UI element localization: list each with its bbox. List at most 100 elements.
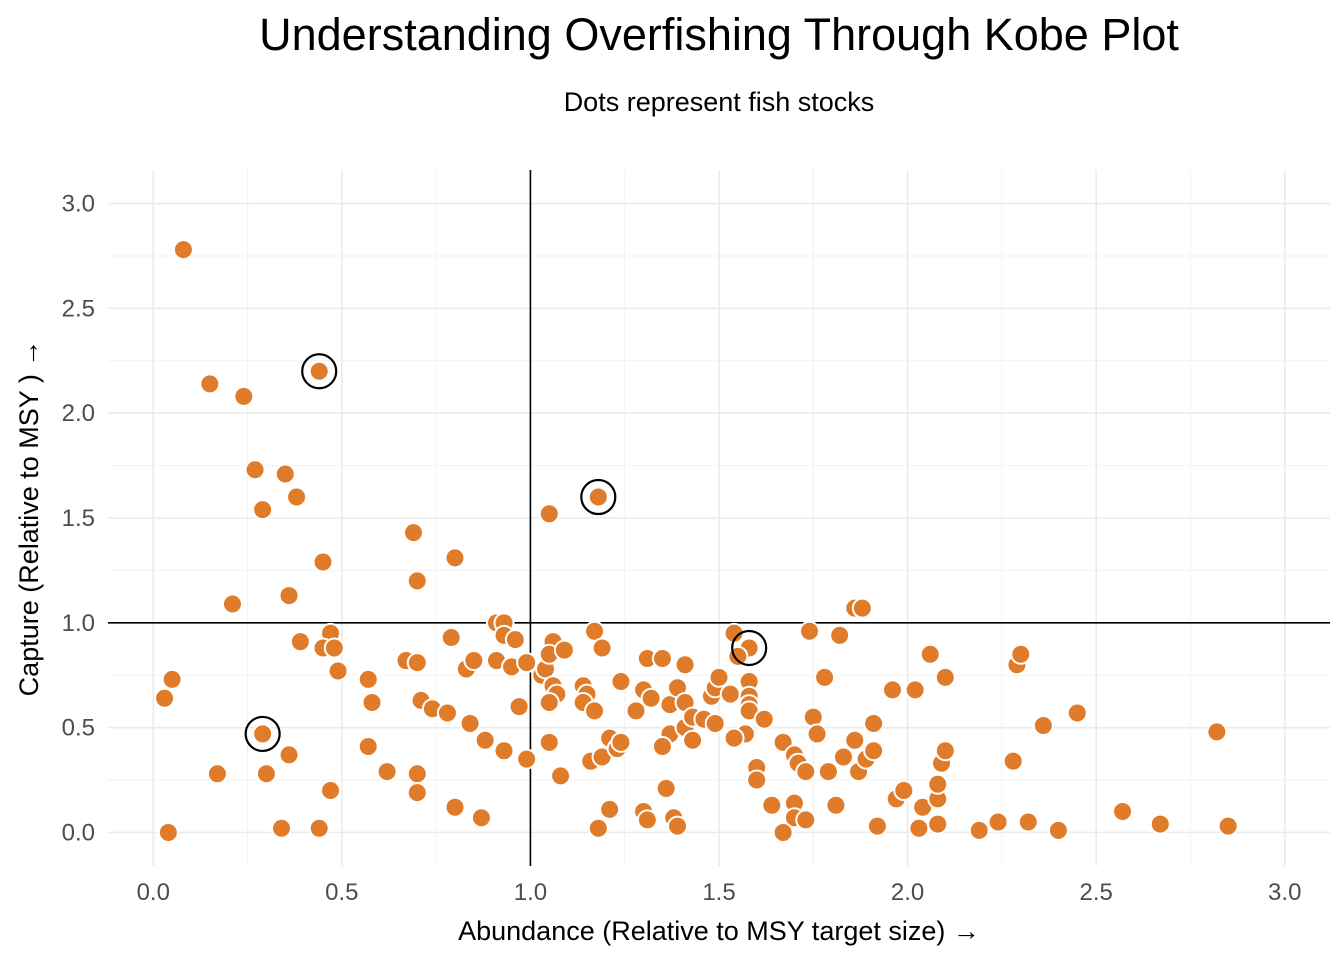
fish-stock-point [934, 666, 956, 688]
fish-stock-point [1002, 750, 1024, 772]
fish-stock-point [651, 736, 673, 758]
fish-stock-point [829, 624, 851, 646]
fish-stock-point [625, 700, 647, 722]
fish-stock-point [934, 740, 956, 762]
fish-stock-point [667, 815, 689, 837]
fish-stock-point [308, 817, 330, 839]
fish-stock-point [308, 360, 330, 382]
fish-stock-point [761, 794, 783, 816]
highlight-ring [244, 715, 281, 753]
x-axis-ticks: 0.0 0.5 1.0 1.5 2.0 2.5 3.0 [137, 879, 1302, 906]
fish-stock-point [538, 691, 560, 713]
x-tick-label: 0.0 [137, 879, 170, 906]
y-axis-label: Capture (Relative to MSY ) → [14, 340, 44, 697]
fish-stock-point [844, 729, 866, 751]
y-tick-label: 2.5 [62, 295, 95, 322]
fish-stock-point [968, 819, 990, 841]
fish-stock-point [814, 666, 836, 688]
y-axis-ticks: 0.0 0.5 1.0 1.5 2.0 2.5 3.0 [62, 191, 95, 847]
fish-stock-point [919, 643, 941, 665]
fish-stock-point [1047, 819, 1069, 841]
fish-stock-point [587, 486, 609, 508]
fish-stock-point [463, 650, 485, 672]
fish-stock-point [440, 626, 462, 648]
fish-stock-point [406, 763, 428, 785]
x-tick-label: 0.5 [325, 879, 358, 906]
fish-stock-point [252, 723, 274, 745]
fish-stock-point [157, 821, 179, 843]
fish-stock-point [172, 239, 194, 261]
fish-stock-point [1066, 702, 1088, 724]
chart-subtitle: Dots represent fish stocks [564, 87, 875, 117]
fish-stock-point [161, 668, 183, 690]
fish-stock-point [206, 763, 228, 785]
fish-stock-point [444, 547, 466, 569]
data-points [154, 239, 1239, 843]
fish-stock-point [927, 813, 949, 835]
fish-stock-point [591, 637, 613, 659]
fish-stock-point [987, 811, 1009, 833]
fish-stock-point [1217, 815, 1239, 837]
fish-stock-point [436, 702, 458, 724]
fish-stock-point [708, 666, 730, 688]
highlighted-stocks [244, 353, 768, 753]
y-tick-label: 3.0 [62, 191, 95, 218]
fish-stock-point [252, 499, 274, 521]
fish-stock-point [746, 769, 768, 791]
fish-stock-point [493, 740, 515, 762]
fish-stock-point [278, 585, 300, 607]
fish-stock-point [312, 551, 334, 573]
fish-stock-point [587, 817, 609, 839]
fish-stock-point [866, 815, 888, 837]
chart-title: Understanding Overfishing Through Kobe P… [259, 9, 1179, 60]
y-tick-label: 0.5 [62, 715, 95, 742]
fish-stock-point [863, 712, 885, 734]
y-tick-label: 1.5 [62, 505, 95, 532]
fish-stock-point [806, 723, 828, 745]
fish-stock-point [289, 631, 311, 653]
fish-stock-point [655, 777, 677, 799]
fish-stock-point [610, 671, 632, 693]
fish-stock-point [908, 817, 930, 839]
fish-stock-point [244, 459, 266, 481]
fish-stock-point [154, 687, 176, 709]
fish-stock-point [553, 639, 575, 661]
y-tick-label: 2.0 [62, 400, 95, 427]
fish-stock-point [274, 463, 296, 485]
fish-stock-point [772, 821, 794, 843]
fish-stock-point [893, 780, 915, 802]
fish-stock-point [474, 729, 496, 751]
x-tick-label: 2.5 [1079, 879, 1112, 906]
fish-stock-point [516, 652, 538, 674]
fish-stock-point [444, 796, 466, 818]
fish-stock-point [881, 679, 903, 701]
fish-stock-point [682, 729, 704, 751]
fish-stock-point [376, 761, 398, 783]
fish-stock-point [406, 652, 428, 674]
fish-stock-point [704, 712, 726, 734]
x-tick-label: 2.0 [891, 879, 924, 906]
fish-stock-point [651, 647, 673, 669]
fish-stock-point [584, 700, 606, 722]
x-tick-label: 1.5 [702, 879, 735, 906]
fish-stock-point [459, 712, 481, 734]
fish-stock-point [904, 679, 926, 701]
fish-stock-point [674, 654, 696, 676]
fish-stock-point [610, 731, 632, 753]
fish-stock-point [753, 708, 775, 730]
fish-stock-point [357, 668, 379, 690]
fish-stock-point [927, 773, 949, 795]
fish-stock-point [516, 748, 538, 770]
fish-stock-point [1206, 721, 1228, 743]
y-tick-label: 1.0 [62, 610, 95, 637]
fish-stock-point [863, 740, 885, 762]
fish-stock-point [1010, 643, 1032, 665]
fish-stock-point [802, 706, 824, 728]
fish-stock-point [278, 744, 300, 766]
fish-stock-point [795, 809, 817, 831]
fish-stock-point [795, 761, 817, 783]
fish-stock-point [1112, 800, 1134, 822]
fish-stock-point [825, 794, 847, 816]
fish-stock-point [832, 746, 854, 768]
